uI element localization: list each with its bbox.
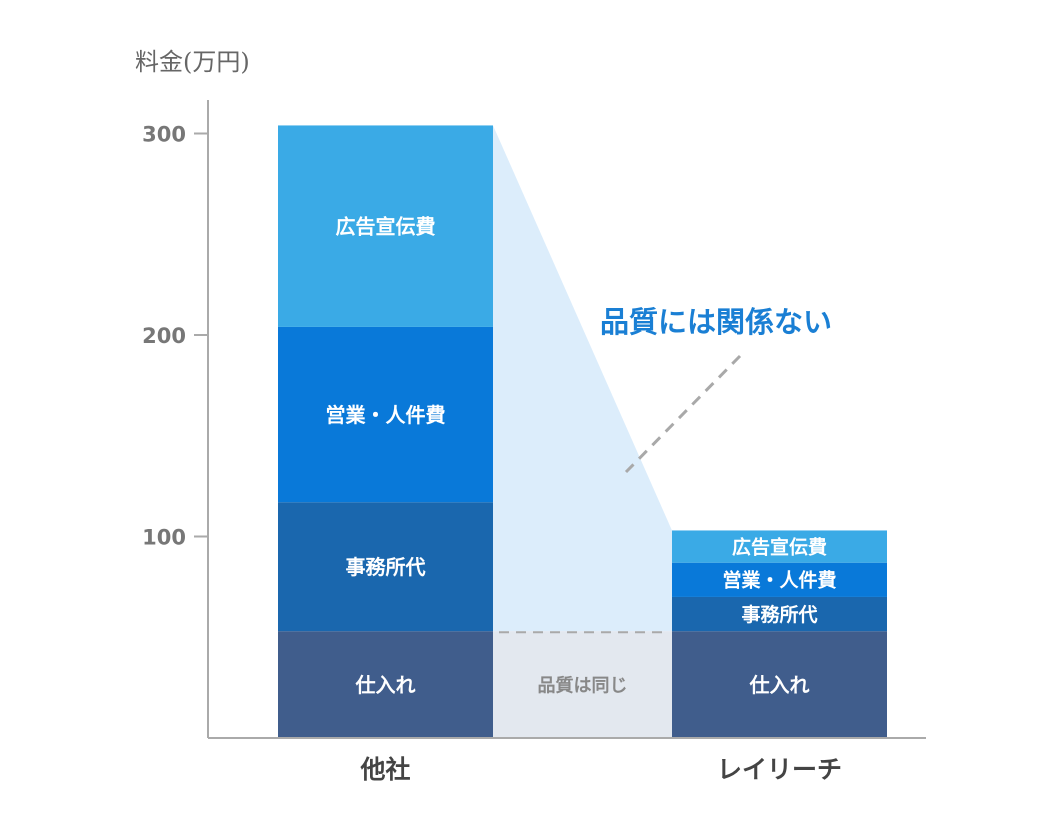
segment-label: 事務所代 — [346, 555, 426, 579]
same-quality-label: 品質は同じ — [538, 675, 628, 697]
callout-leader-line — [624, 354, 742, 474]
difference-area — [493, 125, 672, 632]
bar-segment — [278, 125, 493, 327]
segment-label: 事務所代 — [741, 603, 817, 626]
x-tick-label: レイリーチ — [717, 755, 842, 784]
segment-label: 広告宣伝費 — [336, 214, 436, 238]
y-axis-title: 料金(万円) — [135, 48, 250, 76]
same-quality-area — [493, 631, 672, 738]
y-tick-label: 100 — [142, 526, 186, 550]
bar-segment — [278, 326, 493, 503]
segment-label: 広告宣伝費 — [732, 535, 827, 558]
bar-segment — [278, 502, 493, 632]
segment-label: 営業・人件費 — [722, 569, 836, 592]
bar-segment — [672, 562, 887, 597]
bar-segment — [672, 631, 887, 738]
segment-label: 仕入れ — [355, 673, 416, 697]
segment-label: 仕入れ — [749, 673, 810, 697]
y-tick-label: 300 — [142, 123, 186, 147]
bar-segment — [672, 596, 887, 632]
segment-label: 営業・人件費 — [326, 403, 446, 427]
bar-segment — [278, 631, 493, 738]
x-tick-label: 他社 — [359, 755, 410, 784]
difference-callout-label: 品質には関係ない — [600, 305, 832, 339]
y-tick-label: 200 — [142, 324, 186, 348]
bar-segment — [672, 530, 887, 563]
